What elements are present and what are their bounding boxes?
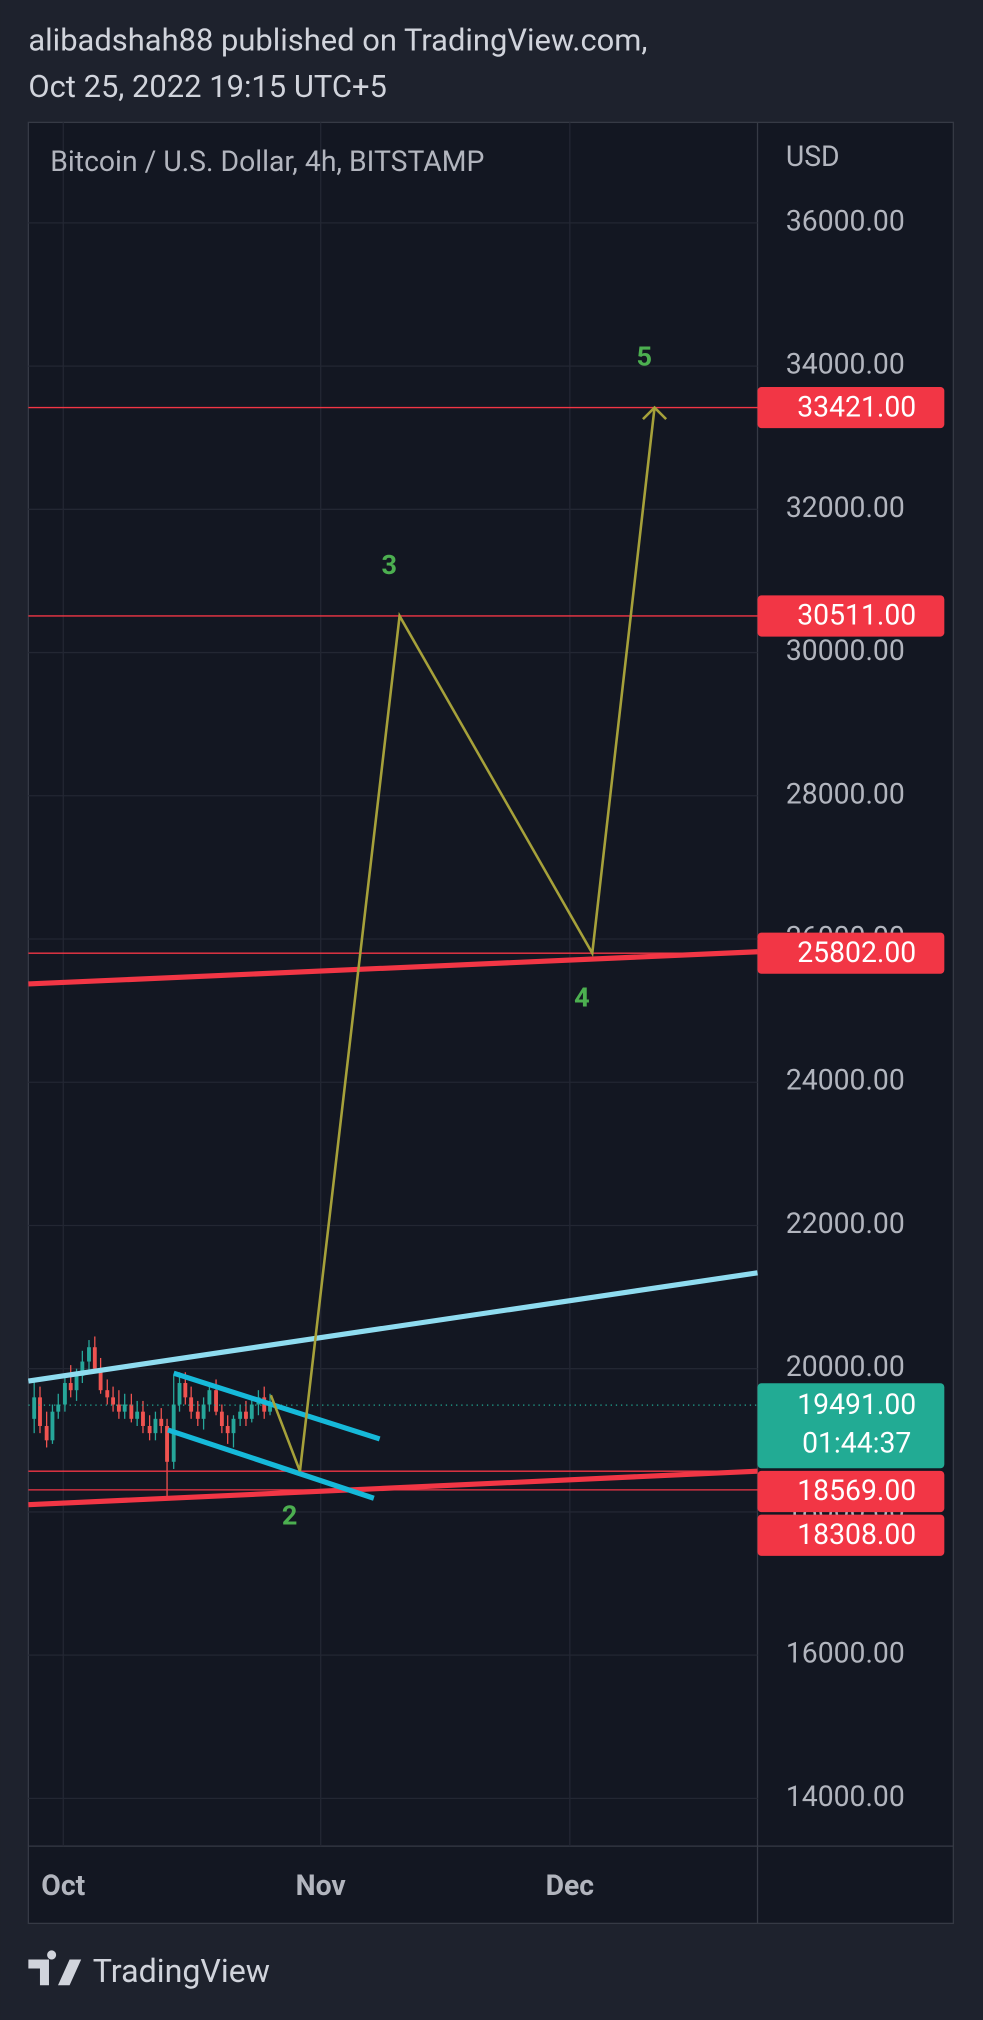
price-label-box (757, 595, 945, 637)
candle-body (207, 1390, 212, 1405)
price-label: 30511.00 (797, 599, 916, 632)
candle-body (68, 1383, 73, 1391)
candle-body (92, 1347, 97, 1369)
trendline (27, 1270, 758, 1384)
candle-body (38, 1397, 42, 1426)
wave-label: 3 (382, 549, 398, 581)
candle-body (56, 1404, 61, 1412)
candle-body (177, 1383, 182, 1405)
candle-body (183, 1383, 188, 1398)
last-price-label: 19491.00 (797, 1388, 916, 1421)
x-tick-label: Dec (546, 1869, 595, 1902)
y-tick-label: 20000.00 (786, 1350, 905, 1383)
candle-body (147, 1425, 152, 1434)
candle-body (268, 1405, 272, 1412)
candle-body (135, 1411, 140, 1419)
y-tick-label: 14000.00 (786, 1780, 905, 1813)
candle-body (214, 1390, 218, 1412)
candle-body (62, 1383, 67, 1405)
candle-body (165, 1425, 169, 1462)
x-tick-label: Nov (296, 1869, 347, 1902)
y-tick-label: 16000.00 (786, 1637, 905, 1670)
candle-body (195, 1411, 200, 1419)
candle-body (249, 1404, 254, 1419)
publish-date: Oct 25, 2022 19:15 UTC+5 (28, 68, 387, 105)
price-label: 18308.00 (797, 1518, 916, 1551)
price-label-box (757, 1470, 945, 1513)
y-tick-label: 34000.00 (786, 348, 905, 381)
candle-body (189, 1397, 194, 1412)
candle-body (87, 1347, 91, 1362)
y-tick-label: 32000.00 (786, 491, 905, 524)
candle-body (159, 1418, 164, 1426)
price-label: 18569.00 (797, 1474, 916, 1507)
price-label-box (757, 386, 945, 429)
candle-body (129, 1404, 134, 1419)
countdown-label: 01:44:37 (802, 1427, 911, 1460)
trendline (172, 1370, 381, 1442)
price-label-box (757, 932, 945, 974)
candle-body (105, 1390, 110, 1398)
candle-body (80, 1361, 85, 1376)
currency: USD (786, 140, 840, 173)
candle-body (153, 1418, 158, 1434)
y-tick-label: 28000.00 (786, 777, 905, 810)
candle-body (231, 1418, 236, 1434)
wave-label: 4 (574, 982, 590, 1014)
candle-body (219, 1411, 224, 1426)
wave-label: 2 (282, 1500, 298, 1532)
trendline (167, 1427, 375, 1501)
wave-label: 5 (636, 341, 652, 373)
candle-body (244, 1411, 248, 1419)
price-label-box (757, 1514, 945, 1556)
wave-path (269, 407, 656, 1472)
y-tick-label: 24000.00 (786, 1064, 905, 1097)
tradingview-logo (28, 1950, 82, 1986)
footer-brand: TradingView (93, 1952, 270, 1990)
x-tick-label: Oct (41, 1869, 85, 1902)
candle-body (238, 1411, 243, 1419)
publisher: alibadshah88 published on TradingView.co… (28, 22, 647, 59)
trendline (28, 1468, 758, 1508)
candle-body (116, 1404, 121, 1412)
chart-title: Bitcoin / U.S. Dollar, 4h, BITSTAMP (50, 145, 484, 178)
candle-body (122, 1404, 127, 1412)
candle-body (50, 1411, 55, 1441)
candle-body (225, 1425, 230, 1434)
y-tick-label: 22000.00 (786, 1207, 905, 1240)
candle-body (74, 1375, 79, 1391)
candle-body (32, 1397, 37, 1419)
candle-body (44, 1425, 49, 1441)
price-label: 33421.00 (797, 390, 916, 423)
candle-body (141, 1411, 145, 1426)
y-tick-label: 30000.00 (786, 634, 905, 667)
wave-arrowhead (642, 405, 668, 421)
candle-body (98, 1368, 103, 1391)
candle-body (111, 1397, 116, 1405)
last-price-box (757, 1383, 945, 1469)
price-label: 25802.00 (797, 936, 916, 969)
trendline (28, 949, 758, 987)
y-tick-label: 36000.00 (786, 204, 905, 237)
candle-body (201, 1404, 206, 1419)
